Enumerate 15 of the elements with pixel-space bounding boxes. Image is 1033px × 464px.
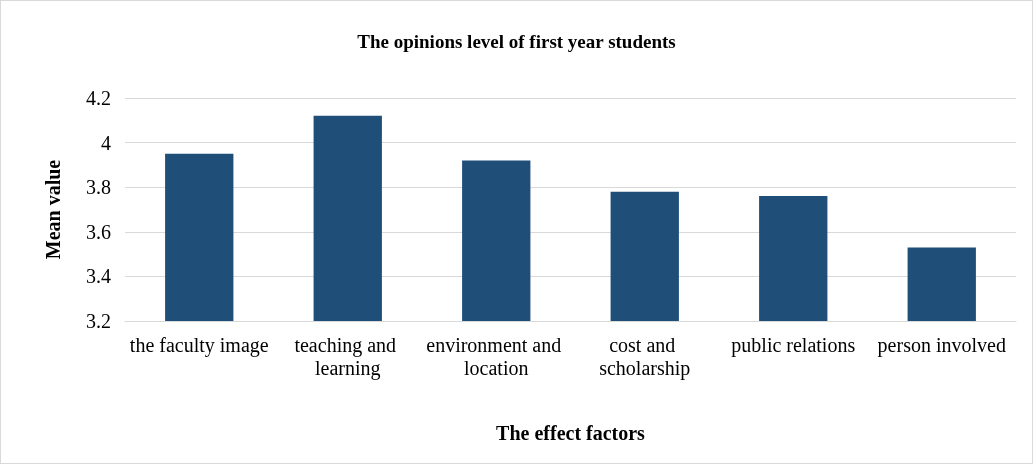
y-tick-label: 4 <box>101 131 111 154</box>
y-tick-label: 3.2 <box>86 310 111 332</box>
x-tick-label: person involved <box>877 333 1006 357</box>
y-tick-label: 3.6 <box>86 220 111 243</box>
x-axis-title: The effect factors <box>496 422 646 444</box>
x-tick-label: teaching and learning <box>294 333 402 380</box>
x-tick-label: the faculty image <box>129 333 269 357</box>
x-tick-label: environment and location <box>426 333 567 379</box>
y-axis-title: Mean value <box>42 159 64 260</box>
y-tick-label: 3.4 <box>86 265 111 288</box>
y-tick-label: 4.2 <box>86 87 111 109</box>
x-tick-label: public relations <box>731 333 856 357</box>
y-tick-label: 3.8 <box>86 176 111 199</box>
chart-title: The opinions level of first year students <box>357 31 676 52</box>
x-tick-label: cost and scholarship <box>599 333 691 380</box>
